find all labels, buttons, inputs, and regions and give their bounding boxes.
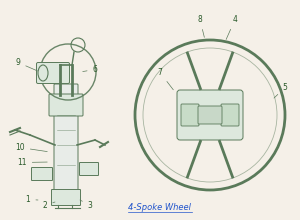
FancyBboxPatch shape bbox=[49, 94, 83, 116]
Text: 4-Spoke Wheel: 4-Spoke Wheel bbox=[128, 203, 191, 212]
Text: 8: 8 bbox=[198, 15, 204, 37]
FancyBboxPatch shape bbox=[32, 167, 52, 180]
Text: 9: 9 bbox=[16, 58, 38, 71]
FancyBboxPatch shape bbox=[177, 90, 243, 140]
Text: 3: 3 bbox=[80, 200, 92, 210]
Text: 5: 5 bbox=[274, 83, 287, 98]
Text: 10: 10 bbox=[15, 143, 47, 152]
FancyBboxPatch shape bbox=[37, 62, 70, 84]
FancyBboxPatch shape bbox=[221, 104, 239, 126]
FancyBboxPatch shape bbox=[54, 84, 78, 196]
Text: 11: 11 bbox=[17, 158, 47, 167]
FancyBboxPatch shape bbox=[80, 163, 98, 176]
Text: 4: 4 bbox=[226, 15, 237, 39]
Text: 1: 1 bbox=[26, 195, 38, 204]
FancyBboxPatch shape bbox=[181, 104, 199, 126]
Text: 6: 6 bbox=[83, 65, 98, 74]
FancyBboxPatch shape bbox=[52, 189, 80, 205]
Text: 7: 7 bbox=[158, 68, 173, 90]
Text: 2: 2 bbox=[43, 201, 55, 210]
FancyBboxPatch shape bbox=[198, 106, 222, 124]
